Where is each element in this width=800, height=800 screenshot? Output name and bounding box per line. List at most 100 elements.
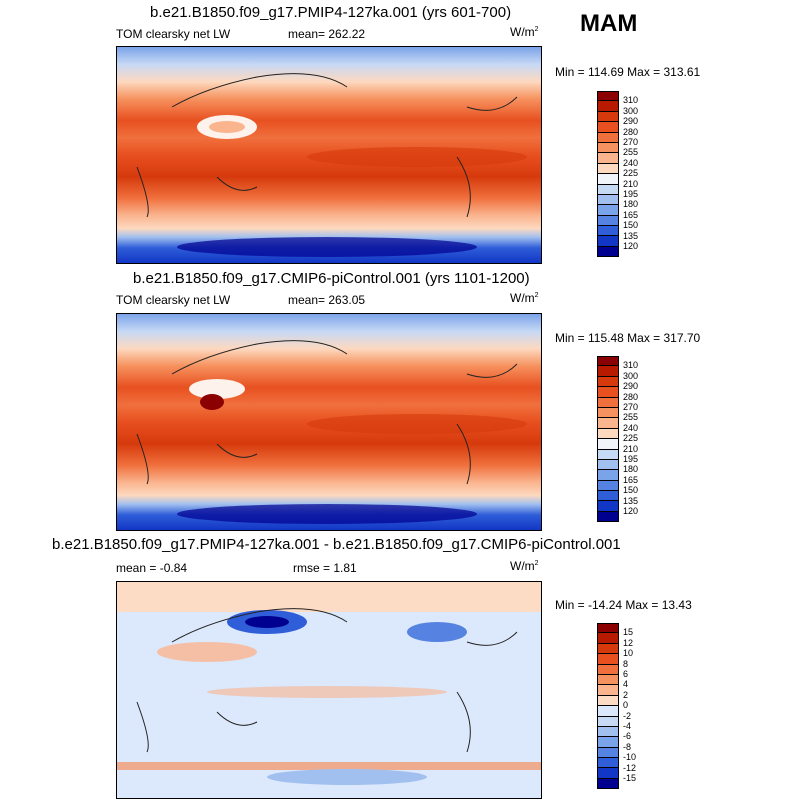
panel-2-left-label: TOM clearsky net LW xyxy=(116,293,231,307)
colorbar-box xyxy=(597,491,619,502)
colorbar-box xyxy=(597,387,619,398)
colorbar-box xyxy=(597,758,619,769)
colorbar-box xyxy=(597,768,619,779)
colorbar-box xyxy=(597,246,619,258)
colorbar-label: 4 xyxy=(623,679,629,690)
colorbar-box xyxy=(597,418,619,429)
colorbar-box xyxy=(597,132,619,143)
colorbar-box xyxy=(597,501,619,512)
panel-1-colorbar xyxy=(597,91,619,258)
panel-2-map-field xyxy=(117,314,541,530)
panel-1-units: W/m2 xyxy=(510,25,539,39)
colorbar-label: 290 xyxy=(623,381,639,392)
colorbar-label: 180 xyxy=(623,464,639,475)
colorbar-label: -15 xyxy=(623,773,637,783)
colorbar-box xyxy=(597,194,619,206)
colorbar-label: 120 xyxy=(623,241,639,251)
colorbar-label: 150 xyxy=(623,220,639,231)
colorbar-label: 255 xyxy=(623,412,639,423)
colorbar-box xyxy=(597,706,619,717)
colorbar-box xyxy=(597,695,619,707)
colorbar-box xyxy=(597,747,619,759)
colorbar-box xyxy=(597,163,619,175)
colorbar-box xyxy=(597,397,619,408)
colorbar-box xyxy=(597,174,619,185)
colorbar-box xyxy=(597,633,619,644)
colorbar-label: -10 xyxy=(623,752,637,763)
colorbar-box xyxy=(597,674,619,686)
colorbar-label: 255 xyxy=(623,147,639,158)
panel-2-units: W/m2 xyxy=(510,291,539,305)
colorbar-label: 6 xyxy=(623,669,629,679)
colorbar-label: 300 xyxy=(623,370,639,381)
colorbar-box xyxy=(597,236,619,247)
colorbar-label: 195 xyxy=(623,189,639,199)
colorbar-box xyxy=(597,205,619,216)
colorbar-label: 0 xyxy=(623,700,629,711)
colorbar-label: 310 xyxy=(623,360,639,371)
colorbar-label: -4 xyxy=(623,721,632,731)
colorbar-box xyxy=(597,111,619,123)
colorbar-label: -8 xyxy=(623,741,632,752)
colorbar-box xyxy=(597,778,619,790)
colorbar-label: 225 xyxy=(623,168,639,179)
panel-2-title: b.e21.B1850.f09_g17.CMIP6-piControl.001 … xyxy=(133,270,530,287)
colorbar-label: 240 xyxy=(623,157,639,168)
colorbar-label: 135 xyxy=(623,495,639,506)
panel-3-title: b.e21.B1850.f09_g17.PMIP4-127ka.001 - b.… xyxy=(52,536,621,553)
colorbar-label: 195 xyxy=(623,454,639,464)
panel-2-minmax: Min = 115.48 Max = 317.70 xyxy=(555,331,701,345)
colorbar-box xyxy=(597,664,619,675)
colorbar-box xyxy=(597,480,619,492)
colorbar-label: 270 xyxy=(623,402,639,412)
colorbar-box xyxy=(597,153,619,164)
colorbar-box xyxy=(597,184,619,195)
colorbar-label: 310 xyxy=(623,95,639,106)
colorbar-box xyxy=(597,643,619,655)
colorbar-label: 165 xyxy=(623,209,639,220)
panel-1-map-field xyxy=(117,47,541,263)
panel-1-mean-label: mean= 262.22 xyxy=(288,27,366,41)
colorbar-box xyxy=(597,737,619,748)
colorbar-box xyxy=(597,122,619,133)
colorbar-label: 12 xyxy=(623,637,634,648)
colorbar-label: 290 xyxy=(623,116,639,127)
colorbar-label: 240 xyxy=(623,422,639,433)
colorbar-label: 180 xyxy=(623,199,639,210)
colorbar-label: 165 xyxy=(623,474,639,485)
panel-3-rmse-label: rmse = 1.81 xyxy=(293,561,357,575)
colorbar-box xyxy=(597,226,619,237)
colorbar-box xyxy=(597,511,619,523)
colorbar-box xyxy=(597,623,619,634)
colorbar-label: 135 xyxy=(623,230,639,241)
colorbar-label: 280 xyxy=(623,391,639,402)
colorbar-label: -2 xyxy=(623,710,632,721)
colorbar-label: 210 xyxy=(623,443,639,454)
colorbar-label: 150 xyxy=(623,485,639,496)
panel-2-colorbar xyxy=(597,356,619,523)
colorbar-box xyxy=(597,215,619,227)
colorbar-box xyxy=(597,407,619,419)
colorbar-label: 210 xyxy=(623,178,639,189)
colorbar-label: 15 xyxy=(623,627,634,638)
panel-3-colorbar xyxy=(597,623,619,790)
colorbar-box xyxy=(597,716,619,727)
colorbar-box xyxy=(597,366,619,377)
colorbar-label: 270 xyxy=(623,137,639,147)
colorbar-label: 300 xyxy=(623,105,639,116)
panel-2-mean-label: mean= 263.05 xyxy=(288,293,366,307)
panel-3-mean-label: mean = -0.84 xyxy=(116,561,188,575)
panel-3-map xyxy=(116,581,542,799)
colorbar-label: 2 xyxy=(623,689,629,700)
colorbar-label: -6 xyxy=(623,731,632,742)
colorbar-box xyxy=(597,439,619,450)
colorbar-box xyxy=(597,356,619,367)
colorbar-label: 10 xyxy=(623,648,634,659)
colorbar-box xyxy=(597,428,619,440)
colorbar-box xyxy=(597,654,619,665)
panel-1-map xyxy=(116,46,542,264)
panel-1-title: b.e21.B1850.f09_g17.PMIP4-127ka.001 (yrs… xyxy=(150,4,512,21)
panel-2-map xyxy=(116,313,542,531)
season-label: MAM xyxy=(580,10,638,37)
panel-3-map-field xyxy=(117,582,541,798)
